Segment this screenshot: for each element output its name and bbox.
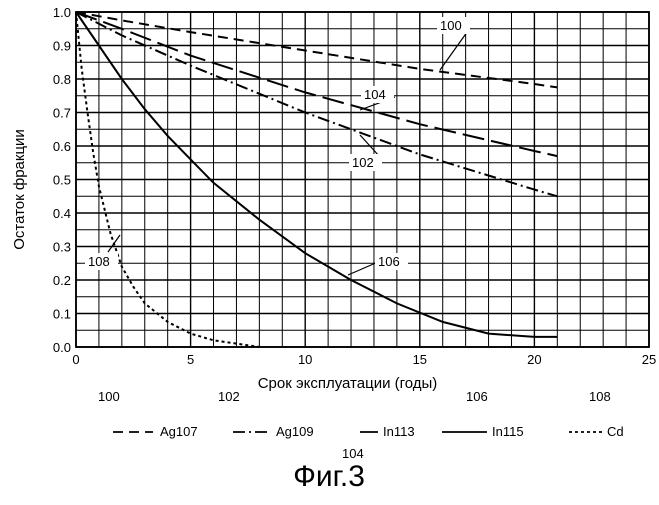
legend-label-100: Ag107 <box>160 424 198 439</box>
legend-id-100: 100 <box>98 389 120 404</box>
legend-label-102: Ag109 <box>276 424 314 439</box>
legend: Ag107 100 Ag109 102 In113 104 In115 106 Cd 108 <box>98 389 624 461</box>
y-tick-label: 0.1 <box>53 307 71 322</box>
curve-label-106: 106 <box>378 254 400 269</box>
series-line-100 <box>76 12 557 87</box>
y-axis-title: Остаток фракции <box>11 129 28 250</box>
x-tick-label: 10 <box>298 352 312 367</box>
y-tick-label: 0.2 <box>53 273 71 288</box>
y-tick-label: 0.3 <box>53 240 71 255</box>
y-tick-label: 0.4 <box>53 206 71 221</box>
legend-id-106: 106 <box>466 389 488 404</box>
curve-label-108: 108 <box>88 254 110 269</box>
y-tick-label: 0.6 <box>53 139 71 154</box>
figure-caption: Фиг.3 <box>293 460 365 493</box>
x-tick-label: 25 <box>642 352 656 367</box>
y-tick-label: 0.9 <box>53 39 71 54</box>
x-tick-label: 5 <box>187 352 194 367</box>
y-tick-label: 0.5 <box>53 173 71 188</box>
y-tick-label: 0.0 <box>53 340 71 355</box>
y-tick-label: 1.0 <box>53 5 71 20</box>
y-tick-label: 0.7 <box>53 106 71 121</box>
legend-label-108: Cd <box>607 424 624 439</box>
x-axis-title: Срок эксплуатации (годы) <box>258 375 438 392</box>
grid <box>76 12 649 347</box>
curve-label-104: 104 <box>364 87 386 102</box>
x-tick-label: 20 <box>527 352 541 367</box>
axes: 0 5 10 15 20 25 0.0 0.1 0.2 0.3 0.4 0.5 0.6 0.7 0.8 0.9… <box>53 5 656 367</box>
legend-label-106: In115 <box>492 424 524 439</box>
y-tick-label: 0.8 <box>53 72 71 87</box>
x-tick-label: 0 <box>72 352 79 367</box>
curve-label-100: 100 <box>440 18 462 33</box>
x-tick-label: 15 <box>413 352 427 367</box>
legend-id-102: 102 <box>218 389 240 404</box>
legend-id-104: 104 <box>342 446 364 461</box>
curve-label-102: 102 <box>352 155 374 170</box>
legend-id-108: 108 <box>589 389 611 404</box>
legend-label-104: In113 <box>383 424 415 439</box>
leader-line-108 <box>108 235 120 252</box>
series-line-104 <box>76 12 557 156</box>
